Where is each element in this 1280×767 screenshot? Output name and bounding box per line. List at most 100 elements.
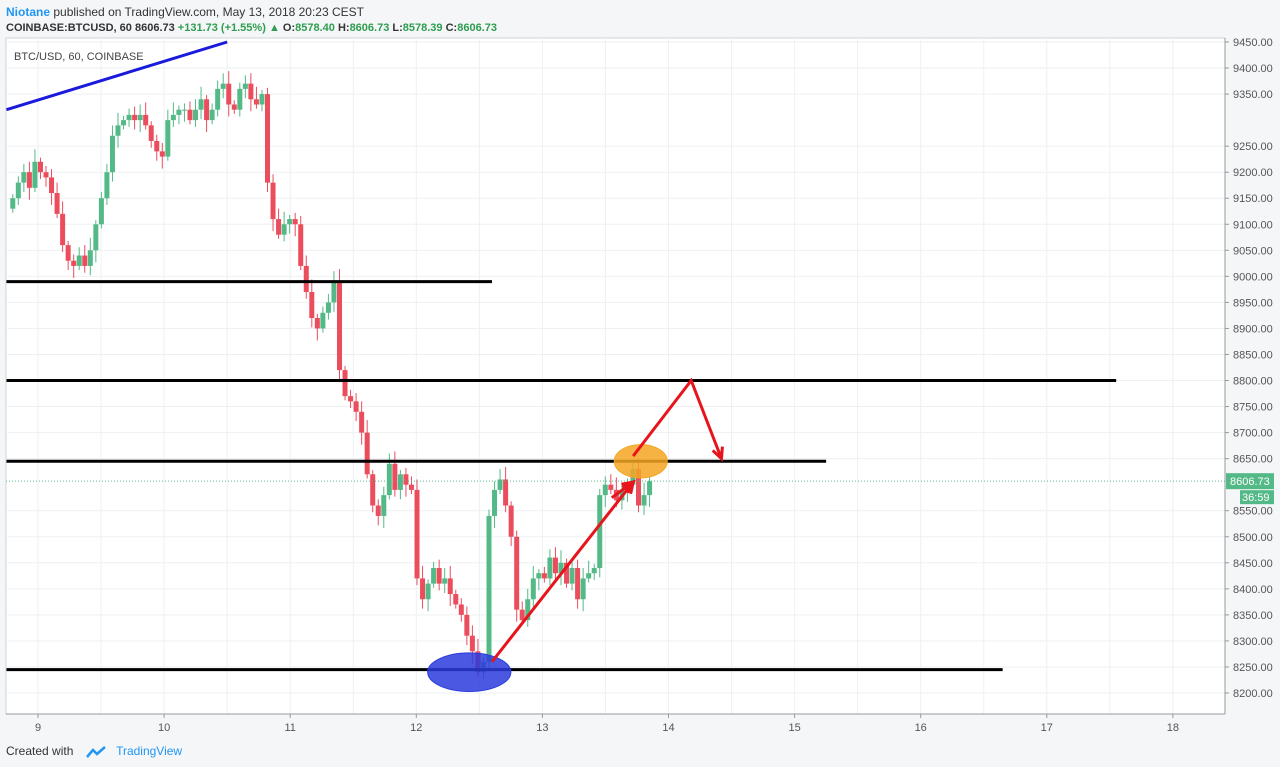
candle-body[interactable] — [647, 481, 653, 496]
candle-body[interactable] — [353, 401, 359, 412]
candle-body[interactable] — [325, 302, 331, 313]
candle-body[interactable] — [359, 411, 365, 433]
candle-body[interactable] — [87, 250, 93, 266]
candle-body[interactable] — [298, 224, 304, 266]
price-chart[interactable]: 8200.00 8250.00 8300.00 8350.00 8400.00 8450.… — [0, 36, 1280, 736]
candle-body[interactable] — [204, 99, 210, 121]
candle-body[interactable] — [486, 515, 492, 662]
candle-body[interactable] — [287, 219, 293, 225]
projection-arrow[interactable] — [632, 377, 723, 460]
candle-body[interactable] — [602, 484, 608, 496]
candle-body[interactable] — [525, 599, 531, 621]
candle-body[interactable] — [392, 463, 398, 490]
candle-body[interactable] — [320, 312, 326, 329]
candle-body[interactable] — [386, 463, 392, 496]
candle-body[interactable] — [54, 193, 60, 214]
candle-body[interactable] — [37, 161, 43, 173]
candle-body[interactable] — [464, 614, 470, 636]
candle-body[interactable] — [237, 88, 243, 110]
candle-body[interactable] — [591, 568, 597, 574]
candle-body[interactable] — [348, 396, 354, 402]
candle-body[interactable] — [276, 219, 282, 235]
candle-body[interactable] — [564, 562, 570, 584]
candle-body[interactable] — [309, 291, 315, 319]
candle-body[interactable] — [381, 495, 387, 516]
projection-arrow[interactable] — [490, 481, 635, 663]
candle-body[interactable] — [403, 474, 409, 485]
plot-area[interactable] — [5, 37, 1226, 715]
candle-body[interactable] — [159, 151, 165, 157]
author-name[interactable]: Niotane — [6, 5, 51, 19]
candle-body[interactable] — [115, 125, 121, 136]
candle-body[interactable] — [165, 120, 171, 157]
candle-body[interactable] — [342, 370, 348, 397]
candle-body[interactable] — [143, 114, 149, 126]
candle-body[interactable] — [98, 198, 104, 225]
resistance-ellipse[interactable] — [613, 444, 668, 479]
support-ellipse[interactable] — [427, 652, 512, 692]
candle-body[interactable] — [154, 140, 160, 152]
candle-body[interactable] — [397, 474, 403, 490]
candle-body[interactable] — [220, 83, 226, 89]
candle-body[interactable] — [76, 255, 82, 266]
candle-body[interactable] — [231, 104, 237, 110]
candle-body[interactable] — [226, 83, 232, 105]
candle-body[interactable] — [469, 635, 475, 652]
trend-line[interactable] — [6, 40, 228, 112]
candle-body[interactable] — [530, 578, 536, 600]
candle-body[interactable] — [547, 557, 553, 579]
candle-body[interactable] — [132, 114, 138, 121]
candle-body[interactable] — [552, 557, 558, 574]
candle-body[interactable] — [198, 99, 204, 110]
candle-body[interactable] — [408, 484, 414, 490]
candle-body[interactable] — [442, 578, 448, 584]
candle-body[interactable] — [10, 198, 16, 209]
candle-body[interactable] — [259, 94, 265, 105]
candle-body[interactable] — [82, 255, 88, 266]
candle-body[interactable] — [636, 469, 642, 506]
candle-body[interactable] — [541, 573, 547, 579]
candle-body[interactable] — [492, 489, 498, 516]
candle-body[interactable] — [170, 114, 176, 121]
candle-body[interactable] — [281, 224, 287, 235]
candle-body[interactable] — [425, 583, 431, 600]
candle-body[interactable] — [641, 495, 647, 506]
candle-body[interactable] — [497, 479, 503, 490]
candle-body[interactable] — [414, 489, 420, 579]
candle-body[interactable] — [60, 213, 66, 246]
candle-body[interactable] — [508, 505, 514, 537]
candle-body[interactable] — [431, 568, 437, 584]
candle-body[interactable] — [575, 568, 581, 600]
candle-body[interactable] — [270, 182, 276, 220]
candle-body[interactable] — [71, 260, 77, 266]
candle-body[interactable] — [209, 109, 215, 121]
projection-arrow[interactable] — [610, 480, 635, 499]
candle-body[interactable] — [126, 114, 132, 121]
candle-body[interactable] — [93, 224, 99, 251]
candle-body[interactable] — [519, 609, 525, 621]
candle-body[interactable] — [303, 265, 309, 292]
candle-body[interactable] — [370, 474, 376, 506]
candle-body[interactable] — [536, 573, 542, 579]
candle-body[interactable] — [242, 83, 248, 89]
candle-body[interactable] — [43, 172, 49, 178]
candle-body[interactable] — [375, 505, 381, 516]
candle-body[interactable] — [331, 281, 337, 303]
candle-body[interactable] — [436, 568, 442, 584]
candle-body[interactable] — [176, 109, 182, 115]
candle-body[interactable] — [193, 109, 199, 121]
candle-body[interactable] — [248, 83, 254, 100]
candle-body[interactable] — [181, 109, 187, 111]
tradingview-brand-link[interactable]: TradingView — [116, 744, 183, 758]
candle-body[interactable] — [608, 484, 614, 490]
candle-body[interactable] — [514, 536, 520, 610]
candle-body[interactable] — [292, 219, 298, 225]
candle-body[interactable] — [215, 88, 221, 110]
candle-body[interactable] — [447, 578, 453, 595]
candle-body[interactable] — [253, 99, 259, 105]
candle-body[interactable] — [503, 479, 509, 506]
candle-body[interactable] — [420, 578, 426, 600]
candle-body[interactable] — [187, 109, 193, 121]
candle-body[interactable] — [364, 432, 370, 475]
candle-body[interactable] — [569, 568, 575, 584]
